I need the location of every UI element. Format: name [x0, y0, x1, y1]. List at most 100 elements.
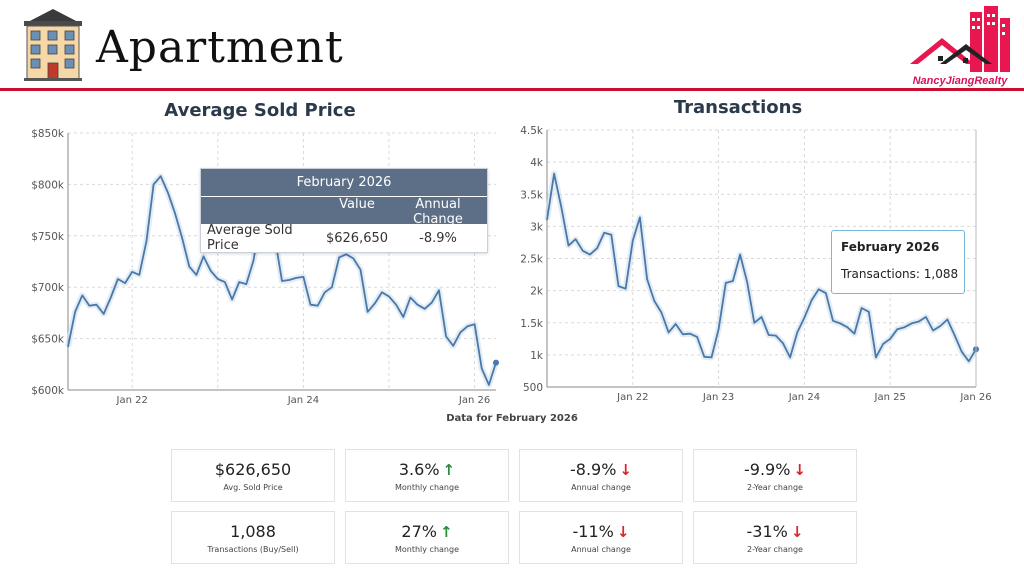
- data-point: [882, 343, 884, 345]
- stat-label: Annual change: [571, 483, 631, 492]
- data-point: [210, 270, 212, 272]
- data-point: [153, 183, 155, 185]
- data-point: [861, 307, 863, 309]
- tooltip-text: Transactions: 1,088: [841, 267, 959, 281]
- y-tick-label: 2.5k: [520, 254, 544, 266]
- data-point: [689, 333, 691, 335]
- y-tick-label: $800k: [31, 179, 65, 191]
- stat-value: -31%: [746, 522, 788, 541]
- stat-label: Avg. Sold Price: [223, 483, 283, 492]
- transactions-tooltip: February 2026 Transactions: 1,088: [831, 230, 965, 294]
- data-point: [596, 247, 598, 249]
- avg-sold-price-tooltip: February 2026 Value Annual Change Averag…: [200, 168, 488, 253]
- data-point: [167, 192, 169, 194]
- stat-card-avg-price: $626,650 Avg. Sold Price: [171, 449, 335, 502]
- data-point: [653, 300, 655, 302]
- data-point: [181, 237, 183, 239]
- y-tick-label: 1.5k: [520, 318, 544, 330]
- data-point: [138, 274, 140, 276]
- y-tick-label: 2k: [530, 286, 544, 298]
- data-point: [445, 335, 447, 338]
- x-tick-label: Jan 26: [458, 395, 490, 406]
- stat-card-price-monthly: 3.6% ↑ Monthly change: [345, 449, 509, 502]
- data-point: [424, 308, 426, 310]
- tooltip-date: February 2026: [841, 240, 940, 254]
- stat-card-trans-annual: -11% ↓ Annual change: [519, 511, 683, 564]
- data-point: [846, 326, 848, 328]
- data-point: [567, 245, 570, 247]
- y-tick-label: $600k: [31, 385, 65, 397]
- data-point: [281, 280, 283, 282]
- data-point: [195, 274, 197, 276]
- data-point: [459, 331, 461, 334]
- y-tick-label: $650k: [31, 334, 65, 346]
- data-point: [124, 282, 126, 284]
- data-point: [753, 322, 755, 324]
- data-point: [610, 234, 612, 236]
- data-point: [903, 326, 906, 328]
- data-point: [416, 304, 419, 306]
- data-point: [217, 278, 219, 280]
- data-point: [961, 351, 963, 353]
- data-point: [452, 345, 454, 347]
- data-point: [896, 328, 898, 330]
- data-point: [103, 313, 105, 315]
- data-point: [946, 318, 948, 321]
- stat-card-trans-2year: -31% ↓ 2-Year change: [693, 511, 857, 564]
- data-point: [925, 316, 927, 318]
- arrow-down-icon: ↓: [793, 460, 806, 479]
- data-point: [374, 303, 376, 305]
- data-point: [810, 299, 813, 301]
- data-point: [110, 296, 112, 299]
- data-point: [317, 305, 319, 307]
- data-point: [768, 334, 770, 336]
- x-tick-label: Jan 25: [874, 392, 906, 403]
- data-point: [466, 325, 469, 327]
- data-point: [911, 322, 913, 324]
- data-point: [367, 311, 369, 313]
- data-point: [675, 323, 677, 325]
- page-title: Apartment: [96, 22, 344, 73]
- data-point: [431, 302, 433, 304]
- y-tick-label: $750k: [31, 231, 65, 243]
- data-point: [474, 323, 476, 325]
- stat-value: 27%: [401, 522, 437, 541]
- avg-sold-price-chart[interactable]: $600k $650k $700k $750k $800k $850k Jan 22 Jan …: [0, 120, 510, 410]
- data-point: [803, 317, 805, 319]
- data-point: [939, 325, 941, 327]
- data-point: [546, 219, 548, 221]
- stat-card-price-2year: -9.9% ↓ 2-Year change: [693, 449, 857, 502]
- data-point: [682, 333, 684, 335]
- arrow-down-icon: ↓: [790, 522, 804, 541]
- y-tick-label: 3.5k: [520, 189, 544, 201]
- data-point: [932, 329, 934, 332]
- data-point: [589, 254, 591, 256]
- transactions-chart[interactable]: 500 1k 1.5k 2k 2.5k 3k 3.5k 4k 4.5k Jan 22 Jan 23 J…: [505, 118, 1024, 410]
- data-point: [438, 289, 440, 291]
- y-tick-label: 3k: [530, 221, 544, 233]
- data-point: [81, 294, 83, 297]
- data-point: [174, 212, 176, 214]
- chart-title-transactions: Transactions: [673, 97, 803, 118]
- data-point: [331, 286, 333, 288]
- arrow-down-icon: ↓: [616, 522, 630, 541]
- x-tick-label: Jan 26: [959, 392, 991, 403]
- data-point: [732, 280, 734, 282]
- data-point: [224, 281, 226, 283]
- data-point: [703, 356, 705, 358]
- data-point: [145, 240, 148, 242]
- data-point: [359, 269, 362, 271]
- stat-label: Transactions (Buy/Sell): [207, 545, 299, 554]
- data-point: [488, 384, 490, 386]
- stat-value: $626,650: [214, 460, 292, 479]
- data-point: [117, 278, 119, 280]
- y-tick-label: $850k: [31, 128, 65, 140]
- stat-card-transactions: 1,088 Transactions (Buy/Sell): [171, 511, 335, 564]
- highlighted-point: [493, 359, 499, 366]
- data-point: [402, 316, 404, 318]
- data-point: [782, 342, 784, 344]
- data-point: [853, 333, 856, 335]
- data-point: [868, 311, 870, 313]
- stat-card-trans-monthly: 27% ↑ Monthly change: [345, 511, 509, 564]
- data-point: [352, 257, 354, 260]
